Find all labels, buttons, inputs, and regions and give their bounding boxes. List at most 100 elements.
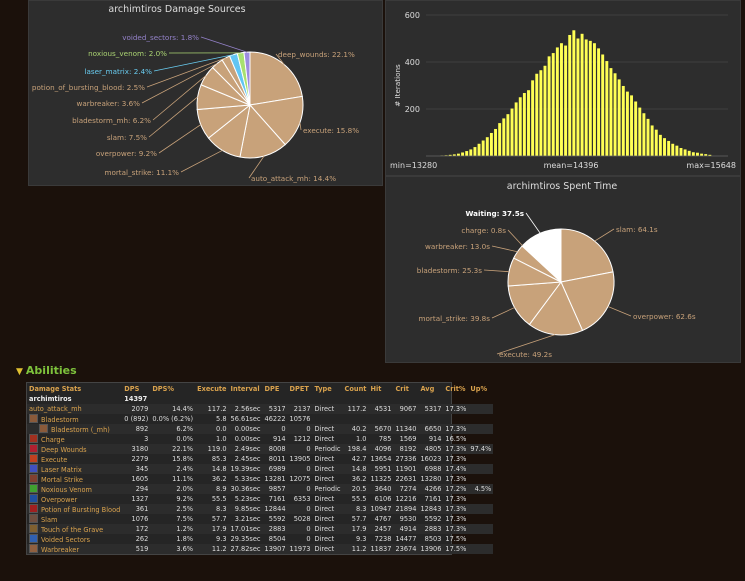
cell-up	[468, 404, 494, 414]
ability-name[interactable]: Overpower	[27, 494, 122, 504]
histogram-bar	[679, 148, 683, 156]
cell-type: Direct	[314, 495, 335, 503]
table-row[interactable]: Voided Sectors 262 1.8% 9.3 29.35sec 8504 0 Dir…	[27, 534, 493, 544]
cell-interval: 9.85sec	[228, 504, 263, 514]
histogram-bar	[564, 45, 568, 156]
table-row[interactable]: Bladestorm 0 (892) 0.0% (6.2%) 5.8 56.61sec 4…	[27, 414, 493, 424]
ability-name[interactable]: Laser Matrix	[27, 464, 123, 474]
histogram-bar	[609, 68, 613, 156]
table-row[interactable]: Charge 3 0.0% 1.0 0.00sec 914 1212 Direct 1.0 785…	[27, 434, 493, 444]
histogram-bar	[568, 34, 572, 156]
label-execute: execute: 49.2s	[499, 350, 552, 359]
label-waiting: Waiting: 37.5s	[465, 209, 524, 218]
column-header-crit[interactable]: Crit	[395, 384, 409, 393]
cell-type: Periodic	[312, 484, 343, 494]
ability-name[interactable]: Execute	[27, 454, 122, 464]
table-row[interactable]: Warbreaker 519 3.6% 11.2 27.82sec 13907 11973 D…	[27, 544, 494, 554]
y-tick-label: 600	[405, 11, 420, 20]
histogram-bar	[642, 113, 646, 156]
column-header-execute[interactable]: Execute	[197, 384, 227, 393]
cell-execute: 57.7	[211, 515, 227, 523]
column-header-dps[interactable]: DPS%	[152, 384, 174, 393]
ability-icon	[29, 454, 38, 463]
cell-dpet: 11973	[287, 544, 313, 554]
table-row[interactable]: Slam 1076 7.5% 57.7 3.21sec 5592 5028 Direct 57.…	[27, 514, 493, 524]
table-row[interactable]: Potion of Bursting Blood 361 2.5% 8.3 9.85se…	[27, 504, 494, 514]
cell-up	[468, 454, 493, 464]
table-row[interactable]: Deep Wounds 3180 22.1% 119.0 2.49sec 8008 0 Per…	[27, 444, 494, 454]
ability-name[interactable]: Potion of Bursting Blood	[27, 504, 123, 514]
slice-execute[interactable]	[249, 95, 304, 146]
cell-dpet: 5028	[293, 515, 311, 523]
cell-hit: 4096	[368, 444, 394, 454]
table-row[interactable]: Laser Matrix 345 2.4% 14.8 19.39sec 6989 0 Dire…	[27, 464, 494, 474]
slice-deep-wounds[interactable]	[249, 51, 303, 106]
ability-name[interactable]: Warbreaker	[27, 544, 123, 554]
ability-icon	[29, 464, 38, 473]
histogram-bar	[704, 154, 708, 156]
column-header-crit[interactable]: Crit%	[445, 384, 466, 393]
table-row[interactable]: Bladestorm (_mh) 892 6.2% 0.0 0.00sec 0 0 Direc…	[27, 424, 494, 434]
table-row[interactable]: Mortal Strike 1605 11.1% 36.2 5.33sec 13281 12…	[27, 474, 493, 484]
table-row[interactable]: Overpower 1327 9.2% 55.5 5.23sec 7161 6353 Dire…	[27, 494, 493, 504]
cell-dpet: 0	[287, 424, 313, 434]
table-row[interactable]: Execute 2279 15.8% 85.3 2.45sec 8011 13905 Dire…	[27, 454, 493, 464]
cell-dps: 262	[135, 535, 149, 543]
slice-auto-attack-mh[interactable]	[239, 103, 286, 159]
cell-dps: 3.6%	[150, 544, 196, 554]
histogram-bar	[671, 143, 675, 156]
column-header-damage-stats[interactable]: Damage Stats	[29, 384, 82, 393]
cell-hit: 11837	[368, 544, 394, 554]
spent-pie-title: archimtiros Spent Time	[507, 181, 618, 192]
cell-up	[468, 494, 493, 504]
cell-type: Direct	[312, 524, 343, 534]
cell-type: Direct	[314, 455, 335, 463]
cell-interval: 29.35sec	[230, 535, 261, 543]
ability-name[interactable]: auto_attack_mh	[27, 404, 123, 414]
abilities-section-toggle[interactable]: ▼ Abilities	[16, 364, 77, 377]
ability-name[interactable]: Touch of the Grave	[27, 524, 123, 534]
cell-avg: 2883	[418, 524, 444, 534]
label-overpower: overpower: 9.2%	[96, 149, 157, 158]
histogram-bar	[580, 33, 584, 156]
damage-stats-table: Damage Stats DPS DPS% Execute Interval DPE DPE…	[27, 383, 494, 554]
column-header-dps[interactable]: DPS	[124, 384, 140, 393]
connector-bladestorm	[483, 269, 510, 273]
ability-name[interactable]: Deep Wounds	[27, 444, 123, 454]
ability-name[interactable]: Slam	[27, 514, 122, 524]
x-min-label: min=13280	[390, 161, 437, 170]
ability-name[interactable]: Voided Sectors	[27, 534, 122, 544]
ability-name[interactable]: Bladestorm (_mh)	[27, 424, 123, 434]
cell-dps: 1605	[131, 475, 149, 483]
column-header-up[interactable]: Up%	[470, 384, 488, 393]
ability-name[interactable]: Charge	[27, 434, 122, 444]
slice-execute[interactable]	[528, 281, 584, 336]
column-header-count[interactable]: Count	[344, 384, 367, 393]
ability-name[interactable]: Mortal Strike	[27, 474, 122, 484]
histogram-bar	[522, 93, 526, 156]
column-header-interval[interactable]: Interval	[230, 384, 260, 393]
table-row[interactable]: Touch of the Grave 172 1.2% 17.9 17.01sec 288…	[27, 524, 494, 534]
cell-crit: 17.5%	[445, 535, 467, 543]
histogram-bar	[613, 73, 617, 156]
histogram-bar	[650, 125, 654, 156]
cell-avg: 6650	[418, 424, 444, 434]
ability-name[interactable]: Noxious Venom	[27, 484, 123, 494]
slice-charge[interactable]	[521, 244, 562, 283]
column-header-avg[interactable]: Avg	[420, 384, 435, 393]
column-header-dpet[interactable]: DPET	[289, 384, 309, 393]
cell-count: 57.7	[351, 515, 367, 523]
cell-type: Direct	[312, 504, 343, 514]
cell-crit: 1569	[399, 435, 417, 443]
table-row[interactable]: auto_attack_mh 2079 14.4% 117.2 2.56sec 5317 2…	[27, 404, 494, 414]
damage-stats-table-container: Damage Stats DPS DPS% Execute Interval DPE DPE…	[26, 382, 494, 555]
table-row[interactable]: Noxious Venom 294 2.0% 8.9 30.36sec 9857 0 Peri…	[27, 484, 494, 494]
cell-dps: 294	[122, 484, 151, 494]
column-header-hit[interactable]: Hit	[370, 384, 382, 393]
cell-crit: 11901	[393, 464, 419, 474]
ability-name[interactable]: Bladestorm	[27, 414, 122, 424]
cell-hit: 5951	[368, 464, 394, 474]
column-header-type[interactable]: Type	[314, 384, 332, 393]
slice-slam[interactable]	[560, 228, 614, 283]
column-header-dpe[interactable]: DPE	[264, 384, 280, 393]
